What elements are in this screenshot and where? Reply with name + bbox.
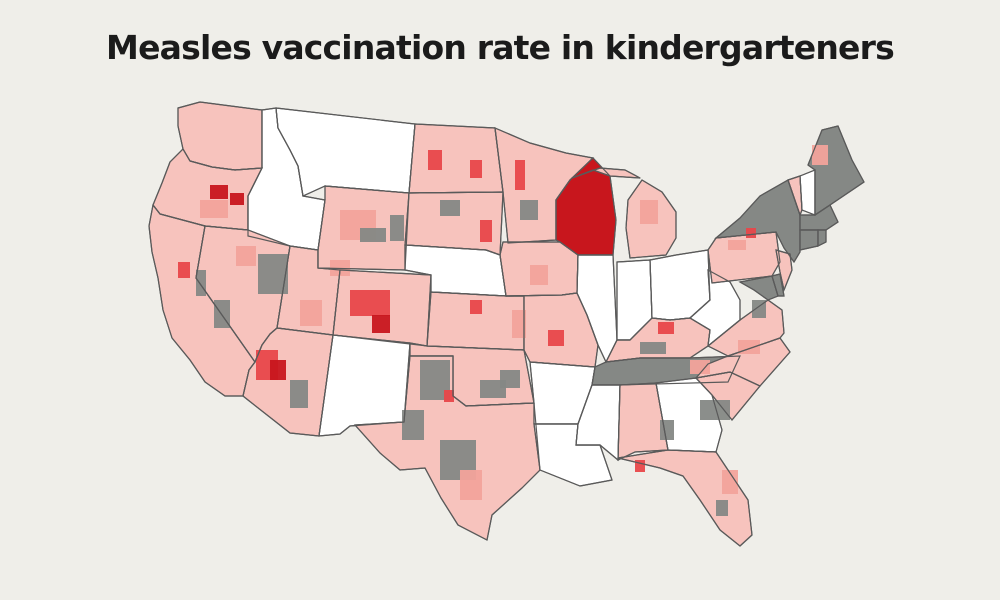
county-patch <box>640 342 666 354</box>
state-border <box>817 229 827 247</box>
county-patch <box>360 228 386 242</box>
state-border <box>807 125 865 217</box>
county-patch <box>635 460 645 472</box>
county-patch <box>530 265 548 285</box>
county-patch <box>236 246 256 266</box>
county-patch <box>690 360 710 374</box>
county-patch <box>196 270 206 296</box>
state-border <box>625 179 677 259</box>
state-border <box>555 157 617 256</box>
county-patch <box>722 470 738 494</box>
county-patch <box>470 300 482 314</box>
county-patch <box>746 228 756 238</box>
county-patch <box>300 300 322 326</box>
county-patch <box>230 193 244 205</box>
state-border <box>576 254 618 364</box>
county-patch <box>470 160 482 178</box>
county-patch <box>520 200 538 220</box>
county-patch <box>515 160 525 190</box>
county-patch <box>428 150 442 170</box>
county-patch <box>390 215 404 241</box>
county-patch <box>512 310 526 338</box>
county-patch <box>640 200 658 224</box>
state-border <box>694 337 791 387</box>
county-patch <box>440 200 460 216</box>
state-north-dakota <box>408 123 504 194</box>
county-patch <box>660 420 674 440</box>
county-detail-layer <box>148 101 865 547</box>
state-border <box>706 299 785 357</box>
state-border <box>353 355 541 541</box>
state-border <box>775 249 793 293</box>
county-patch <box>290 380 308 408</box>
county-patch <box>500 370 520 388</box>
state-border <box>617 382 669 461</box>
county-patch <box>812 145 828 165</box>
county-patch <box>548 330 564 346</box>
county-patch <box>716 500 728 516</box>
county-patch <box>480 380 506 398</box>
state-border <box>617 449 753 547</box>
county-patch <box>444 390 454 402</box>
state-border <box>738 275 779 301</box>
county-patch <box>658 322 674 334</box>
state-washington <box>177 101 263 171</box>
county-patch <box>372 315 390 333</box>
county-patch <box>178 262 190 278</box>
county-patch <box>350 290 390 316</box>
county-patch <box>728 240 746 250</box>
state-border <box>688 268 741 348</box>
state-border <box>505 292 599 368</box>
county-patch <box>700 400 730 420</box>
county-patch <box>460 470 482 500</box>
county-patch <box>210 185 228 199</box>
county-patch <box>270 360 286 380</box>
county-patch <box>200 200 228 218</box>
county-patch <box>402 410 424 440</box>
map-title: Measles vaccination rate in kindergarten… <box>106 28 895 67</box>
state-new-mexico <box>318 334 411 437</box>
state-border <box>571 167 641 179</box>
state-border <box>771 273 785 297</box>
county-patch <box>770 200 792 230</box>
county-patch <box>480 220 492 242</box>
